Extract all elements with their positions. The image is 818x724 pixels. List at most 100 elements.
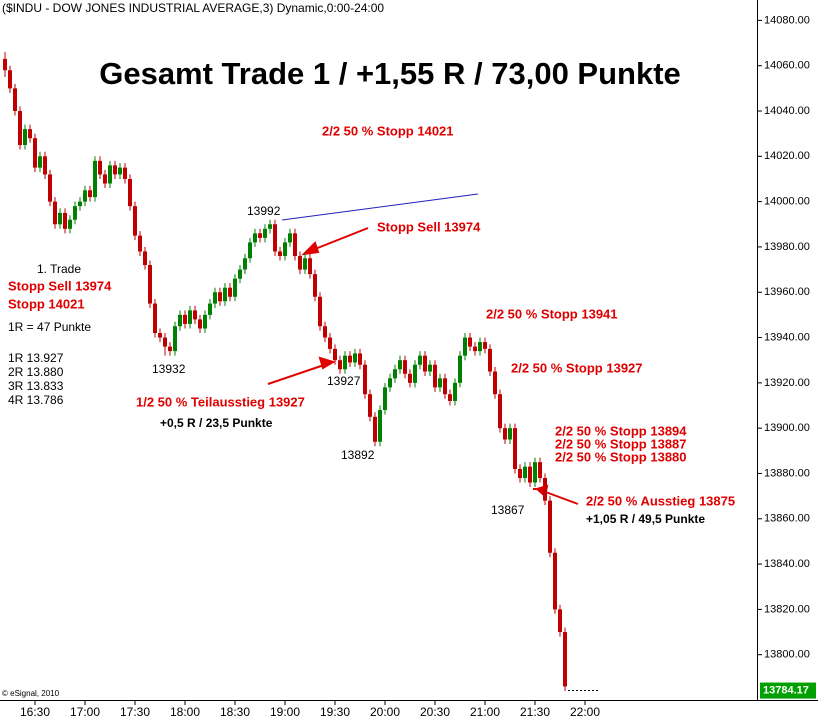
candle-body xyxy=(223,287,227,302)
candle-body xyxy=(193,310,197,320)
candle-body xyxy=(208,303,212,315)
annotation: Stopp Sell 13974 xyxy=(377,219,481,234)
x-tick-label: 22:00 xyxy=(570,705,600,719)
annotation: 1/2 50 % Teilausstieg 13927 xyxy=(136,394,305,409)
candle-body xyxy=(103,174,107,184)
candle-body xyxy=(73,206,77,220)
candle-body xyxy=(528,466,532,483)
annotation: 4R 13.786 xyxy=(8,393,64,407)
x-tick-label: 19:30 xyxy=(320,705,350,719)
candle-body xyxy=(368,394,372,417)
candle-body xyxy=(183,314,187,324)
candle-body xyxy=(43,156,47,175)
candle-body xyxy=(108,165,112,184)
annotation: Stopp Sell 13974 xyxy=(8,278,112,293)
candle-body xyxy=(468,337,472,347)
annotation: 2/2 50 % Ausstieg 13875 xyxy=(586,493,735,508)
arrow xyxy=(542,490,579,505)
candle-body xyxy=(518,468,522,478)
candle-body xyxy=(313,274,317,297)
candle-body xyxy=(83,190,87,202)
candle-body xyxy=(458,355,462,383)
candle-body xyxy=(63,212,67,229)
candle-body xyxy=(218,292,222,302)
candle-body xyxy=(413,364,417,383)
candle-body xyxy=(503,428,507,440)
candle-body xyxy=(558,609,562,633)
candle-body xyxy=(403,360,407,374)
candle-body xyxy=(288,233,292,243)
x-tick-label: 20:30 xyxy=(420,705,450,719)
candle-body xyxy=(53,201,57,225)
candle-body xyxy=(23,129,27,145)
candle-body xyxy=(138,235,142,252)
candle-body xyxy=(443,378,447,395)
candle-body xyxy=(33,138,37,168)
candle-body xyxy=(228,287,232,297)
candle-body xyxy=(498,394,502,429)
candle-body xyxy=(38,156,42,168)
candle-body xyxy=(113,165,117,175)
candle-body xyxy=(283,242,287,256)
annotation: 1R 13.927 xyxy=(8,351,64,365)
y-tick-label: 14020.00 xyxy=(764,150,810,162)
y-tick-label: 14080.00 xyxy=(764,14,810,26)
footer: © eSignal, 2010 xyxy=(2,689,60,698)
annotation: 1. Trade xyxy=(37,262,81,276)
annotation: 2/2 50 % Stopp 13880 xyxy=(555,449,687,464)
candle-body xyxy=(213,292,217,304)
y-tick-label: 13900.00 xyxy=(764,422,810,434)
y-tick-label: 13880.00 xyxy=(764,467,810,479)
candle-body xyxy=(508,428,512,440)
price-label: 13992 xyxy=(247,204,281,218)
candle-body xyxy=(178,314,182,327)
candle-body xyxy=(448,394,452,401)
price-label: 13892 xyxy=(341,448,375,462)
arrow xyxy=(309,227,369,252)
x-tick-label: 16:30 xyxy=(20,705,50,719)
candle-body xyxy=(433,364,437,388)
candle-body xyxy=(553,552,557,610)
candle-body xyxy=(158,333,162,338)
y-tick-label: 13820.00 xyxy=(764,603,810,615)
price-label: 13932 xyxy=(152,362,186,376)
candle-body xyxy=(163,337,167,347)
annotation: 2/2 50 % Stopp 13887 xyxy=(555,436,687,451)
candle-body xyxy=(268,224,272,229)
x-tick-label: 18:30 xyxy=(220,705,250,719)
candle-body xyxy=(548,500,552,553)
candle-body xyxy=(488,348,492,372)
candle-body xyxy=(93,160,97,198)
candle-body xyxy=(243,258,247,270)
y-tick-label: 13860.00 xyxy=(764,513,810,525)
candle-body xyxy=(388,378,392,388)
price-label: 13927 xyxy=(327,374,361,388)
candle-body xyxy=(483,342,487,349)
candle-body xyxy=(8,70,12,89)
candle-body xyxy=(148,265,152,304)
candle-body xyxy=(358,353,362,365)
last-price-label: 13784.17 xyxy=(763,684,809,696)
candle-body xyxy=(348,355,352,363)
candle-body xyxy=(463,337,467,356)
candle-body xyxy=(408,373,412,383)
candle-body xyxy=(198,319,202,329)
header: ($INDU - DOW JONES INDUSTRIAL AVERAGE,3)… xyxy=(2,1,384,15)
candle-body xyxy=(338,360,342,370)
annotation: 2/2 50 % Stopp 13941 xyxy=(486,306,618,321)
candle-body xyxy=(353,353,357,363)
candle-body xyxy=(18,111,22,145)
x-tick-label: 17:30 xyxy=(120,705,150,719)
y-tick-label: 13960.00 xyxy=(764,286,810,298)
annotation: Stopp 14021 xyxy=(8,296,85,311)
annotation: 3R 13.833 xyxy=(8,379,64,393)
candle-body xyxy=(3,58,7,71)
y-tick-label: 14040.00 xyxy=(764,105,810,117)
x-tick-label: 21:30 xyxy=(520,705,550,719)
candle-body xyxy=(428,364,432,372)
candle-body xyxy=(318,296,322,327)
candle-body xyxy=(98,160,102,175)
x-tick-label: 18:00 xyxy=(170,705,200,719)
candle-body xyxy=(238,269,242,279)
